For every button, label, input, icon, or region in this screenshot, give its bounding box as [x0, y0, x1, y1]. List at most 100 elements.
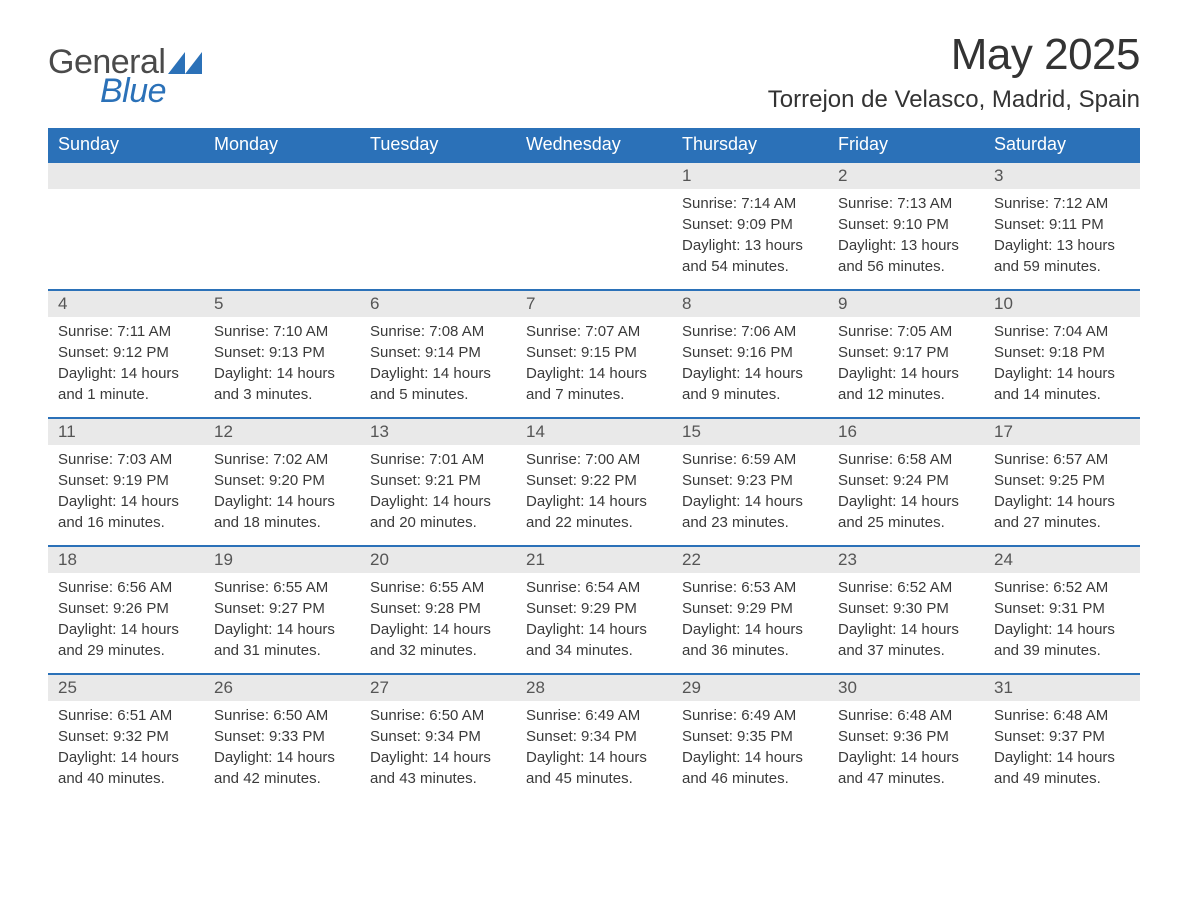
daylight-line: Daylight: 14 hours and 40 minutes. — [58, 747, 194, 789]
daylight-line: Daylight: 14 hours and 18 minutes. — [214, 491, 350, 533]
calendar-cell: 7Sunrise: 7:07 AMSunset: 9:15 PMDaylight… — [516, 290, 672, 418]
sunrise-line: Sunrise: 6:58 AM — [838, 449, 974, 470]
day-number: 3 — [984, 163, 1140, 189]
weekday-header: Tuesday — [360, 128, 516, 162]
day-number: 26 — [204, 675, 360, 701]
day-number: 16 — [828, 419, 984, 445]
logo: General Blue — [48, 30, 202, 106]
sunset-line: Sunset: 9:34 PM — [370, 726, 506, 747]
title-block: May 2025 Torrejon de Velasco, Madrid, Sp… — [768, 30, 1140, 124]
sunrise-line: Sunrise: 6:52 AM — [838, 577, 974, 598]
calendar-cell: 14Sunrise: 7:00 AMSunset: 9:22 PMDayligh… — [516, 418, 672, 546]
sunrise-line: Sunrise: 6:49 AM — [526, 705, 662, 726]
calendar-cell: 26Sunrise: 6:50 AMSunset: 9:33 PMDayligh… — [204, 674, 360, 802]
day-content: Sunrise: 6:55 AMSunset: 9:27 PMDaylight:… — [204, 573, 360, 667]
daylight-line: Daylight: 14 hours and 1 minute. — [58, 363, 194, 405]
daylight-line: Daylight: 14 hours and 9 minutes. — [682, 363, 818, 405]
daylight-line: Daylight: 14 hours and 47 minutes. — [838, 747, 974, 789]
sunrise-line: Sunrise: 6:52 AM — [994, 577, 1130, 598]
day-content: Sunrise: 6:48 AMSunset: 9:36 PMDaylight:… — [828, 701, 984, 795]
weekday-header: Sunday — [48, 128, 204, 162]
calendar-cell: 29Sunrise: 6:49 AMSunset: 9:35 PMDayligh… — [672, 674, 828, 802]
day-content: Sunrise: 6:54 AMSunset: 9:29 PMDaylight:… — [516, 573, 672, 667]
day-number: 28 — [516, 675, 672, 701]
sunset-line: Sunset: 9:11 PM — [994, 214, 1130, 235]
daylight-line: Daylight: 14 hours and 7 minutes. — [526, 363, 662, 405]
sunrise-line: Sunrise: 6:48 AM — [994, 705, 1130, 726]
calendar-cell: 18Sunrise: 6:56 AMSunset: 9:26 PMDayligh… — [48, 546, 204, 674]
sunrise-line: Sunrise: 7:13 AM — [838, 193, 974, 214]
daylight-line: Daylight: 14 hours and 16 minutes. — [58, 491, 194, 533]
calendar-cell: 22Sunrise: 6:53 AMSunset: 9:29 PMDayligh… — [672, 546, 828, 674]
daylight-line: Daylight: 13 hours and 56 minutes. — [838, 235, 974, 277]
calendar-cell: 13Sunrise: 7:01 AMSunset: 9:21 PMDayligh… — [360, 418, 516, 546]
day-number: 6 — [360, 291, 516, 317]
sunrise-line: Sunrise: 7:02 AM — [214, 449, 350, 470]
sunrise-line: Sunrise: 6:55 AM — [370, 577, 506, 598]
calendar-cell: 20Sunrise: 6:55 AMSunset: 9:28 PMDayligh… — [360, 546, 516, 674]
sunset-line: Sunset: 9:15 PM — [526, 342, 662, 363]
sunrise-line: Sunrise: 7:05 AM — [838, 321, 974, 342]
calendar-row: 4Sunrise: 7:11 AMSunset: 9:12 PMDaylight… — [48, 290, 1140, 418]
weekday-header-row: SundayMondayTuesdayWednesdayThursdayFrid… — [48, 128, 1140, 162]
daylight-line: Daylight: 14 hours and 22 minutes. — [526, 491, 662, 533]
calendar-cell-empty — [360, 162, 516, 290]
day-content: Sunrise: 7:01 AMSunset: 9:21 PMDaylight:… — [360, 445, 516, 539]
calendar-cell-empty — [516, 162, 672, 290]
sunrise-line: Sunrise: 6:48 AM — [838, 705, 974, 726]
daylight-line: Daylight: 14 hours and 5 minutes. — [370, 363, 506, 405]
day-number: 21 — [516, 547, 672, 573]
day-content: Sunrise: 6:52 AMSunset: 9:31 PMDaylight:… — [984, 573, 1140, 667]
calendar-cell: 11Sunrise: 7:03 AMSunset: 9:19 PMDayligh… — [48, 418, 204, 546]
day-content: Sunrise: 7:07 AMSunset: 9:15 PMDaylight:… — [516, 317, 672, 411]
weekday-header: Thursday — [672, 128, 828, 162]
sunset-line: Sunset: 9:33 PM — [214, 726, 350, 747]
daylight-line: Daylight: 14 hours and 46 minutes. — [682, 747, 818, 789]
calendar-cell: 24Sunrise: 6:52 AMSunset: 9:31 PMDayligh… — [984, 546, 1140, 674]
sunset-line: Sunset: 9:24 PM — [838, 470, 974, 491]
calendar-body: 1Sunrise: 7:14 AMSunset: 9:09 PMDaylight… — [48, 162, 1140, 802]
sunset-line: Sunset: 9:31 PM — [994, 598, 1130, 619]
day-number: 17 — [984, 419, 1140, 445]
daylight-line: Daylight: 14 hours and 36 minutes. — [682, 619, 818, 661]
day-content: Sunrise: 7:11 AMSunset: 9:12 PMDaylight:… — [48, 317, 204, 411]
day-number: 11 — [48, 419, 204, 445]
calendar-cell: 31Sunrise: 6:48 AMSunset: 9:37 PMDayligh… — [984, 674, 1140, 802]
day-content: Sunrise: 6:58 AMSunset: 9:24 PMDaylight:… — [828, 445, 984, 539]
day-content: Sunrise: 7:04 AMSunset: 9:18 PMDaylight:… — [984, 317, 1140, 411]
daylight-line: Daylight: 13 hours and 54 minutes. — [682, 235, 818, 277]
daylight-line: Daylight: 14 hours and 14 minutes. — [994, 363, 1130, 405]
calendar-cell: 4Sunrise: 7:11 AMSunset: 9:12 PMDaylight… — [48, 290, 204, 418]
day-content: Sunrise: 7:06 AMSunset: 9:16 PMDaylight:… — [672, 317, 828, 411]
calendar-cell: 17Sunrise: 6:57 AMSunset: 9:25 PMDayligh… — [984, 418, 1140, 546]
day-content: Sunrise: 7:02 AMSunset: 9:20 PMDaylight:… — [204, 445, 360, 539]
weekday-header: Monday — [204, 128, 360, 162]
calendar-cell: 28Sunrise: 6:49 AMSunset: 9:34 PMDayligh… — [516, 674, 672, 802]
daylight-line: Daylight: 14 hours and 31 minutes. — [214, 619, 350, 661]
sunset-line: Sunset: 9:13 PM — [214, 342, 350, 363]
day-number: 30 — [828, 675, 984, 701]
sunrise-line: Sunrise: 6:50 AM — [214, 705, 350, 726]
sunset-line: Sunset: 9:37 PM — [994, 726, 1130, 747]
day-number: 5 — [204, 291, 360, 317]
daylight-line: Daylight: 14 hours and 3 minutes. — [214, 363, 350, 405]
day-number: 7 — [516, 291, 672, 317]
day-number: 25 — [48, 675, 204, 701]
sunset-line: Sunset: 9:27 PM — [214, 598, 350, 619]
sunrise-line: Sunrise: 7:14 AM — [682, 193, 818, 214]
day-content: Sunrise: 6:59 AMSunset: 9:23 PMDaylight:… — [672, 445, 828, 539]
sunset-line: Sunset: 9:32 PM — [58, 726, 194, 747]
calendar-cell: 16Sunrise: 6:58 AMSunset: 9:24 PMDayligh… — [828, 418, 984, 546]
sunrise-line: Sunrise: 7:10 AM — [214, 321, 350, 342]
calendar-cell: 12Sunrise: 7:02 AMSunset: 9:20 PMDayligh… — [204, 418, 360, 546]
calendar-cell: 21Sunrise: 6:54 AMSunset: 9:29 PMDayligh… — [516, 546, 672, 674]
day-number: 2 — [828, 163, 984, 189]
day-content: Sunrise: 6:48 AMSunset: 9:37 PMDaylight:… — [984, 701, 1140, 795]
day-number: 4 — [48, 291, 204, 317]
sunset-line: Sunset: 9:29 PM — [682, 598, 818, 619]
sunrise-line: Sunrise: 7:08 AM — [370, 321, 506, 342]
sunset-line: Sunset: 9:18 PM — [994, 342, 1130, 363]
day-number: 19 — [204, 547, 360, 573]
daylight-line: Daylight: 13 hours and 59 minutes. — [994, 235, 1130, 277]
day-content: Sunrise: 7:08 AMSunset: 9:14 PMDaylight:… — [360, 317, 516, 411]
